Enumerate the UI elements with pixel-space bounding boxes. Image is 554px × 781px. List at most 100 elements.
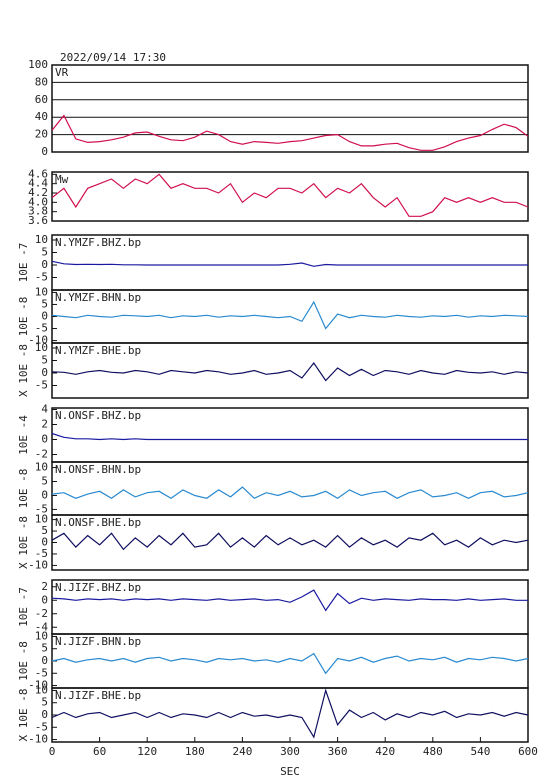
trace-line [51, 432, 528, 441]
series-label: N.ONSF.BHZ.bp [55, 409, 141, 422]
y-tick-label: 5 [41, 642, 48, 655]
y-tick-label: 0 [41, 654, 48, 667]
y-tick-label: 60 [35, 93, 48, 106]
x-tick-label: 180 [185, 745, 205, 758]
trace-line [51, 300, 529, 330]
series-label: N.YMZF.BHE.bp [55, 344, 141, 357]
y-axis-label: X 10E -8 [17, 689, 30, 742]
x-tick-label: 600 [518, 745, 538, 758]
y-tick-label: 0 [41, 310, 48, 323]
x-tick-label: 240 [232, 745, 252, 758]
y-tick-label: 0 [41, 536, 48, 549]
y-tick-label: 5 [41, 696, 48, 709]
y-axis-label: 10E -4 [17, 415, 30, 455]
x-tick-label: 360 [328, 745, 348, 758]
y-tick-label: 4 [41, 403, 48, 416]
y-tick-label: 5 [41, 354, 48, 367]
y-tick-label: -5 [35, 547, 48, 560]
y-tick-label: 0 [41, 488, 48, 501]
y-tick-label: 0 [41, 593, 48, 606]
trace-line [51, 173, 529, 217]
trace-line [51, 486, 529, 500]
trace-line [51, 688, 529, 739]
y-axis-label: 10E -8 [17, 297, 30, 337]
trace-line [51, 589, 528, 612]
y-tick-label: 80 [35, 75, 48, 88]
y-tick-label: -10 [28, 679, 48, 692]
trace-line [51, 114, 529, 151]
y-tick-label: 10 [35, 513, 48, 526]
y-tick-label: -2 [35, 607, 48, 620]
trace-line [51, 532, 529, 551]
y-tick-label: -5 [35, 379, 48, 392]
series-label: N.ONSF.BHN.bp [55, 463, 141, 476]
x-tick-label: 120 [137, 745, 157, 758]
trace-line [51, 361, 529, 382]
y-tick-label: 0 [41, 258, 48, 271]
y-tick-label: -5 [35, 271, 48, 284]
panel-frame [51, 342, 529, 399]
trace-line [51, 652, 529, 675]
y-tick-label: 20 [35, 128, 48, 141]
y-axis-label: X 10E -8 [17, 516, 30, 569]
y-tick-label: -5 [35, 502, 48, 515]
y-tick-label: 0 [41, 366, 48, 379]
series-label: N.YMZF.BHN.bp [55, 291, 141, 304]
y-tick-label: -10 [28, 334, 48, 347]
panel-frame [51, 171, 529, 222]
x-tick-label: 0 [49, 745, 56, 758]
series-label: N.JIZF.BHN.bp [55, 635, 141, 648]
y-tick-label: -4 [35, 620, 49, 633]
x-axis-label: SEC [280, 765, 300, 778]
y-tick-label: -5 [35, 666, 48, 679]
y-tick-label: 100 [28, 58, 48, 71]
series-label: N.JIZF.BHZ.bp [55, 581, 141, 594]
y-tick-label: 5 [41, 475, 48, 488]
y-tick-label: 5 [41, 297, 48, 310]
y-tick-label: -5 [35, 322, 48, 335]
trace-line [51, 260, 528, 267]
x-tick-label: 60 [93, 745, 106, 758]
y-tick-label: 2 [41, 580, 48, 593]
y-tick-label: -10 [28, 558, 48, 571]
y-tick-label: 5 [41, 524, 48, 537]
series-label: N.ONSF.BHE.bp [55, 516, 141, 529]
y-tick-label: 5 [41, 246, 48, 259]
y-tick-label: 0 [41, 708, 48, 721]
y-axis-label: 10E -8 [17, 469, 30, 509]
x-tick-label: 540 [470, 745, 490, 758]
y-tick-label: -5 [35, 720, 48, 733]
chart-title: 2022/09/14 17:30 [60, 51, 166, 64]
y-tick-label: 0 [41, 145, 48, 158]
y-tick-label: 3.8 [28, 205, 48, 218]
y-axis-label: 10E -8 [17, 641, 30, 681]
y-axis-label: 10E -7 [17, 587, 30, 627]
x-tick-label: 420 [375, 745, 395, 758]
y-tick-label: 3.6 [28, 214, 48, 227]
x-tick-label: 300 [280, 745, 300, 758]
y-tick-label: 4.4 [28, 177, 48, 190]
y-tick-label: 10 [35, 683, 48, 696]
series-label: N.JIZF.BHE.bp [55, 689, 141, 702]
y-tick-label: 4.2 [28, 186, 48, 199]
series-label: Mw [55, 173, 69, 186]
y-tick-label: 0 [41, 433, 48, 446]
y-tick-label: 2 [41, 418, 48, 431]
y-tick-label: 10 [35, 461, 48, 474]
y-tick-label: 10 [35, 285, 48, 298]
y-tick-label: -10 [28, 733, 48, 746]
y-axis-label: 10E -7 [17, 243, 30, 283]
series-label: N.YMZF.BHZ.bp [55, 236, 141, 249]
x-tick-label: 480 [423, 745, 443, 758]
y-tick-label: -2 [35, 448, 48, 461]
panel-frame [51, 64, 529, 153]
y-tick-label: 4.0 [28, 195, 48, 208]
y-tick-label: 40 [35, 110, 48, 123]
y-axis-label: X 10E -8 [17, 344, 30, 397]
y-tick-label: 10 [35, 341, 48, 354]
y-tick-label: 10 [35, 233, 48, 246]
y-tick-label: 4.6 [28, 167, 48, 180]
series-label: VR [55, 66, 69, 79]
y-tick-label: 10 [35, 629, 48, 642]
